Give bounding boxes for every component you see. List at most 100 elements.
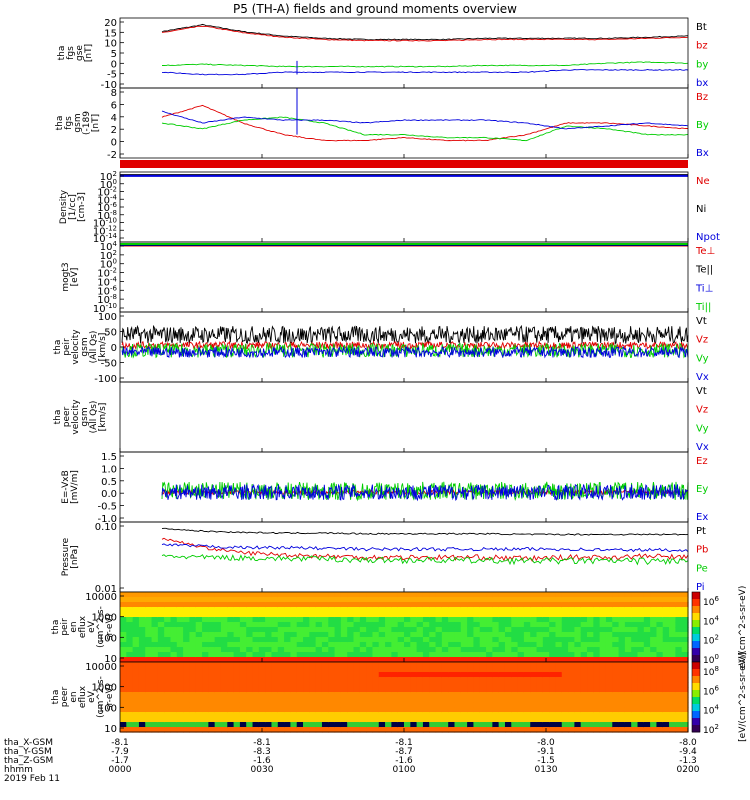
spectrogram-cell — [612, 627, 620, 633]
spectrogram-cell — [233, 682, 241, 688]
spectrogram-cell — [542, 602, 550, 608]
spectrogram-cell — [473, 667, 481, 673]
spectrogram-cell — [454, 682, 462, 688]
spectrogram-cell — [542, 652, 550, 658]
spectrogram-cell — [252, 687, 260, 693]
spectrogram-cell — [176, 642, 184, 648]
spectrogram-cell — [643, 662, 651, 668]
spectrogram-cell — [378, 672, 386, 678]
spectrogram-cell — [246, 667, 254, 673]
spectrogram-cell — [429, 697, 437, 703]
spectrogram-cell — [252, 627, 260, 633]
spectrogram-cell — [151, 702, 159, 708]
series-line-bz — [161, 25, 689, 42]
spectrogram-cell — [410, 702, 418, 708]
spectrogram-cell — [353, 652, 361, 658]
x-axis-tick-label: -8.0 — [679, 738, 697, 748]
spectrogram-cell — [637, 617, 645, 623]
spectrogram-cell — [492, 667, 500, 673]
spectrogram-cell — [599, 637, 607, 643]
spectrogram-cell — [536, 602, 544, 608]
spectrogram-cell — [385, 707, 392, 713]
spectrogram-cell — [126, 617, 134, 623]
spectrogram-cell — [511, 677, 519, 683]
spectrogram-cell — [233, 632, 241, 638]
spectrogram-cell — [555, 647, 563, 653]
spectrogram-cell — [366, 642, 374, 648]
spectrogram-cell — [347, 707, 355, 713]
spectrogram-cell — [397, 642, 405, 648]
spectrogram-cell — [473, 672, 481, 678]
spectrogram-cell — [227, 627, 235, 633]
spectrogram-cell — [637, 657, 645, 663]
spectrogram-cell — [189, 597, 197, 603]
spectrogram-cell — [580, 712, 588, 718]
spectrogram-cell — [309, 612, 317, 618]
spectrogram-cell — [366, 672, 374, 678]
spectrogram-cell — [277, 592, 285, 598]
spectrogram-cell — [479, 617, 487, 623]
spectrogram-cell — [321, 632, 329, 638]
spectrogram-cell — [492, 687, 500, 693]
legend-label: Vz — [696, 405, 708, 416]
spectrogram-cell — [303, 722, 310, 728]
spectrogram-cell — [549, 707, 557, 713]
spectrogram-cell — [555, 612, 563, 618]
spectrogram-cell — [378, 632, 386, 638]
spectrogram-cell — [618, 647, 626, 653]
spectrogram-cell — [359, 687, 367, 693]
spectrogram-cell — [523, 687, 531, 693]
spectrogram-cell — [624, 667, 632, 673]
spectrogram-cell — [284, 597, 291, 603]
spectrogram-cell — [303, 602, 310, 608]
spectrogram-cell — [271, 652, 279, 658]
spectrogram-cell — [681, 597, 689, 603]
spectrogram-cell — [290, 672, 298, 678]
spectrogram-cell — [321, 667, 329, 673]
spectrogram-cell — [422, 687, 430, 693]
spectrogram-cell — [486, 627, 493, 633]
spectrogram-cell — [145, 672, 153, 678]
spectrogram-cell — [669, 677, 676, 683]
spectrogram-cell — [435, 592, 443, 598]
spectrogram-cell — [151, 627, 159, 633]
spectrogram-cell — [258, 612, 266, 618]
spectrogram-cell — [164, 637, 172, 643]
spectrogram-cell — [662, 707, 670, 713]
spectrogram-cell — [220, 717, 228, 723]
spectrogram-cell — [366, 622, 374, 628]
spectrogram-cell — [587, 592, 594, 598]
spectrogram-cell — [202, 632, 209, 638]
y-axis-label-line: [1/cc] — [68, 194, 78, 220]
spectrogram-cell — [429, 657, 437, 663]
spectrogram-cell — [315, 637, 323, 643]
spectrogram-cell — [239, 637, 247, 643]
spectrogram-cell — [618, 677, 626, 683]
spectrogram-cell — [605, 632, 613, 638]
spectrogram-cell — [410, 612, 418, 618]
series-line-Pe — [161, 554, 689, 566]
spectrogram-cell — [391, 657, 399, 663]
spectrogram-cell — [631, 627, 639, 633]
spectrogram-cell — [504, 707, 512, 713]
spectrogram-cell — [523, 697, 531, 703]
spectrogram-cell — [334, 692, 342, 698]
spectrogram-cell — [359, 712, 367, 718]
spectrogram-cell — [195, 597, 203, 603]
spectrogram-cell — [385, 632, 392, 638]
spectrogram-cell — [410, 697, 418, 703]
spectrogram-cell — [479, 712, 487, 718]
spectrogram-cell — [176, 702, 184, 708]
spectrogram-cell — [265, 677, 273, 683]
spectrogram-cell — [580, 612, 588, 618]
spectrogram-cell — [290, 692, 298, 698]
series-line-bx — [161, 69, 689, 76]
spectrogram-cell — [328, 722, 336, 728]
spectrogram-cell — [151, 632, 159, 638]
spectrogram-cell — [549, 627, 557, 633]
spectrogram-cell — [422, 707, 430, 713]
spectrogram-cell — [568, 707, 575, 713]
spectrogram-cell — [296, 617, 304, 623]
spectrogram-cell — [157, 697, 165, 703]
spectrogram-cell — [340, 687, 348, 693]
